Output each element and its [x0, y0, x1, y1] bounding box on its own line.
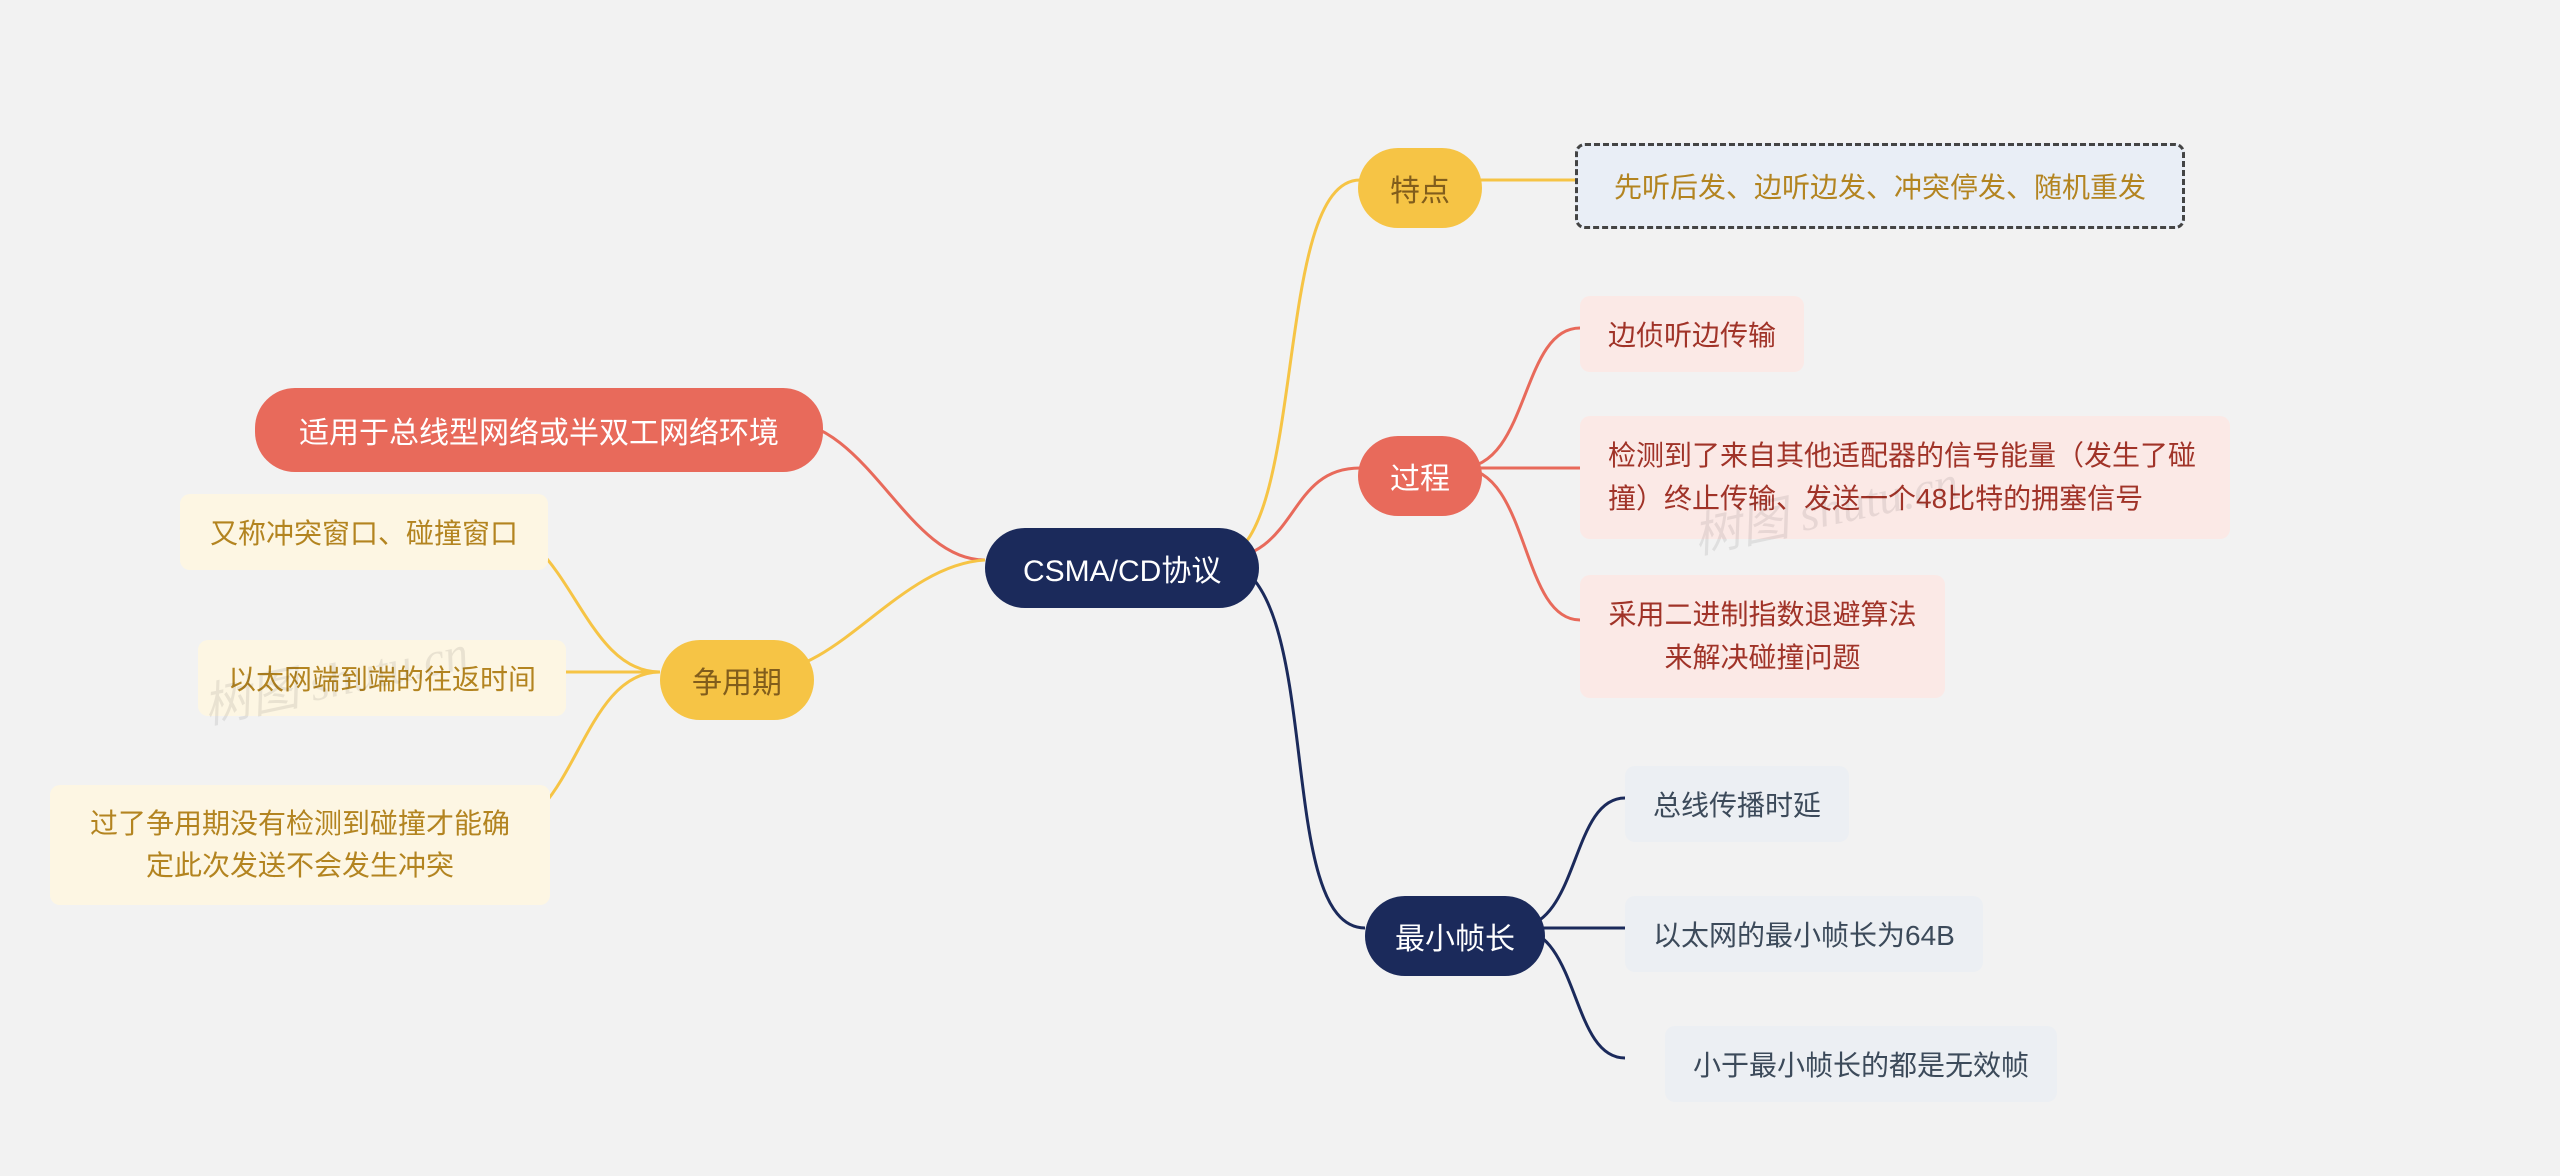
edge: [1460, 328, 1580, 468]
leaf-contention-2: 过了争用期没有检测到碰撞才能确定此次发送不会发生冲突: [50, 785, 550, 905]
branch-process: 过程: [1358, 436, 1482, 516]
leaf-minframe-2: 小于最小帧长的都是无效帧: [1665, 1026, 2057, 1102]
leaf-contention-0: 又称冲突窗口、碰撞窗口: [180, 494, 548, 570]
leaf-contention-1: 以太网端到端的往返时间: [198, 640, 566, 716]
root-node: CSMA/CD协议: [985, 528, 1259, 608]
branch-contention: 争用期: [660, 640, 814, 720]
branch-minframe: 最小帧长: [1365, 896, 1545, 976]
edge: [1215, 560, 1365, 928]
leaf-minframe-1: 以太网的最小帧长为64B: [1625, 896, 1983, 972]
leaf-process-2: 采用二进制指数退避算法来解决碰撞问题: [1580, 575, 1945, 698]
branch-applicability: 适用于总线型网络或半双工网络环境: [255, 388, 823, 472]
edge: [1215, 180, 1360, 560]
leaf-minframe-0: 总线传播时延: [1625, 766, 1849, 842]
leaf-features-0: 先听后发、边听边发、冲突停发、随机重发: [1575, 143, 2185, 229]
branch-features: 特点: [1358, 148, 1482, 228]
leaf-process-1: 检测到了来自其他适配器的信号能量（发生了碰撞）终止传输、发送一个48比特的拥塞信…: [1580, 416, 2230, 539]
leaf-process-0: 边侦听边传输: [1580, 296, 1804, 372]
